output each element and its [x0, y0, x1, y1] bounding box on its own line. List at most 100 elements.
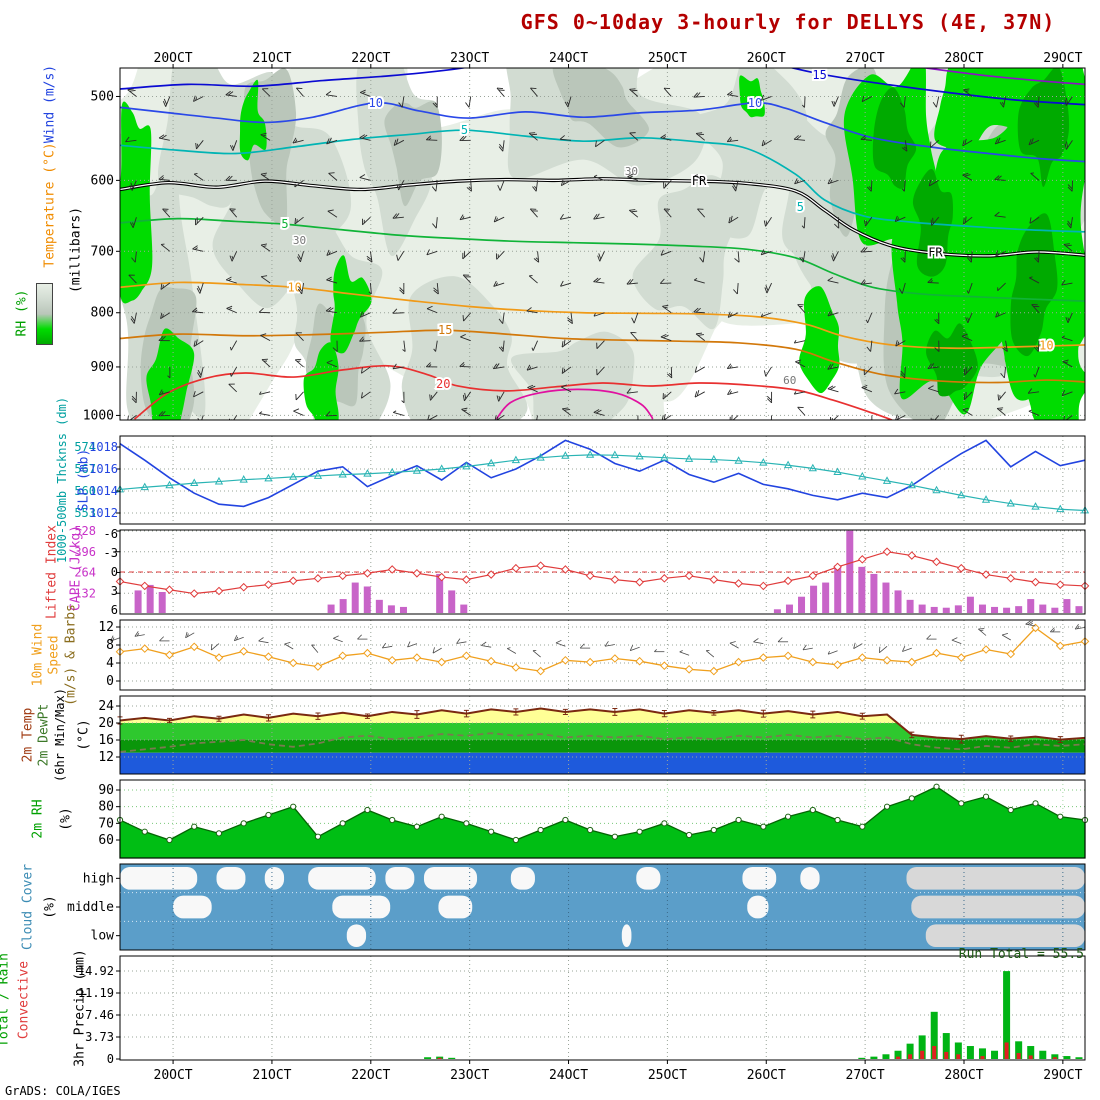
- svg-text:0: 0: [107, 1052, 114, 1066]
- svg-text:22OCT: 22OCT: [351, 1068, 390, 1083]
- svg-text:7.46: 7.46: [85, 1008, 114, 1022]
- upper-air-wind-barbs: [125, 87, 1073, 420]
- svg-text:27OCT: 27OCT: [846, 51, 885, 66]
- svg-text:10: 10: [1039, 338, 1053, 352]
- svg-text:800: 800: [91, 306, 114, 321]
- svg-text:70: 70: [98, 816, 114, 831]
- svg-text:3: 3: [111, 584, 118, 598]
- chart-title: GFS 0~10day 3-hourly for DELLYS (4E, 37N…: [520, 10, 1056, 34]
- label-wind10m-axis-1: 10m Wind: [30, 623, 46, 687]
- rh-colorbar: [36, 283, 53, 345]
- panel-10m-wind: 12 8 4 0: [98, 619, 1090, 691]
- panel-slp-thickness: 574 567 560 553 1018 1016 1014 1012: [74, 435, 1090, 525]
- svg-text:3.73: 3.73: [85, 1030, 114, 1044]
- svg-text:500: 500: [91, 89, 114, 104]
- svg-text:26OCT: 26OCT: [747, 1068, 786, 1083]
- svg-text:28OCT: 28OCT: [944, 51, 983, 66]
- svg-text:5: 5: [281, 217, 288, 231]
- svg-text:30: 30: [293, 234, 306, 247]
- label-temperature-axis: Temperature (°C): [42, 142, 58, 268]
- svg-text:132: 132: [74, 586, 96, 600]
- label-lifted-index-axis: Lifted Index: [44, 525, 60, 619]
- label-cape-axis: CAPE (J/kg): [68, 524, 84, 612]
- svg-text:26OCT: 26OCT: [747, 51, 786, 66]
- svg-text:22OCT: 22OCT: [351, 51, 390, 66]
- svg-text:16: 16: [98, 733, 114, 748]
- svg-text:560: 560: [74, 484, 96, 498]
- svg-text:900: 900: [91, 360, 114, 375]
- svg-text:15: 15: [812, 68, 826, 82]
- svg-text:10: 10: [287, 280, 301, 294]
- svg-text:10: 10: [368, 96, 382, 110]
- label-t2m-axis-1: 2m Temp: [20, 707, 36, 763]
- svg-text:1012: 1012: [89, 506, 118, 520]
- svg-text:11.19: 11.19: [78, 986, 114, 1000]
- panel-upper-air: 30 60 30 15 10 10 5 5 FR FR 5 10 10 15 20 500 600 700 800 9…: [83, 67, 1086, 423]
- label-rh2m-axis-1: 2m RH: [30, 799, 46, 839]
- svg-text:low: low: [91, 929, 115, 944]
- svg-text:0: 0: [106, 674, 114, 689]
- svg-text:1014: 1014: [89, 484, 118, 498]
- panel-2m-temp-dewpoint: 24 20 16 12: [98, 695, 1086, 775]
- svg-text:6: 6: [111, 603, 118, 617]
- svg-text:29OCT: 29OCT: [1043, 1068, 1082, 1083]
- svg-text:24OCT: 24OCT: [549, 51, 588, 66]
- svg-text:574: 574: [74, 440, 96, 454]
- svg-text:27OCT: 27OCT: [846, 1068, 885, 1083]
- label-wind10m-axis-2: Speed: [46, 635, 62, 675]
- svg-text:1016: 1016: [89, 462, 118, 476]
- label-t2m-axis-3: (6hr Min/Max): [53, 688, 67, 782]
- label-cloud-axis-1: Cloud Cover: [20, 863, 36, 951]
- svg-text:1000: 1000: [83, 408, 114, 423]
- svg-text:528: 528: [74, 524, 96, 538]
- svg-text:FR: FR: [928, 246, 943, 260]
- label-precip-axis-3: 3hr Precip (mm): [72, 949, 88, 1067]
- svg-text:20OCT: 20OCT: [154, 51, 193, 66]
- svg-text:8: 8: [106, 638, 114, 653]
- svg-text:90: 90: [98, 783, 114, 798]
- label-precip-axis-2: Convective: [16, 960, 32, 1040]
- svg-text:middle: middle: [67, 900, 114, 915]
- svg-text:21OCT: 21OCT: [252, 51, 291, 66]
- cloud-patches: [120, 867, 1085, 947]
- svg-text:20: 20: [436, 377, 450, 391]
- panel-cloud-cover: high middle low: [67, 863, 1086, 951]
- svg-text:12: 12: [98, 620, 114, 635]
- panel-cape-lifted-index: 528 396 264 132 -6 -3 0 3 6: [74, 524, 1090, 617]
- svg-text:14.92: 14.92: [78, 964, 114, 978]
- label-rh-axis: RH (%): [14, 289, 30, 337]
- svg-text:60: 60: [783, 374, 796, 387]
- time-axis: 20OCT 20OCT 21OCT 21OCT 22OCT 22OCT 23OCT 23OCT…: [154, 51, 1083, 1083]
- svg-text:-6: -6: [104, 527, 118, 541]
- svg-text:-3: -3: [104, 546, 118, 560]
- grads-credit: GrADS: COLA/IGES: [5, 1084, 121, 1098]
- label-rh2m-axis-2: (%): [58, 807, 74, 831]
- svg-text:29OCT: 29OCT: [1043, 51, 1082, 66]
- svg-text:396: 396: [74, 545, 96, 559]
- label-t2m-axis-2: 2m DewPt: [36, 703, 52, 767]
- svg-text:5: 5: [797, 200, 804, 214]
- svg-text:23OCT: 23OCT: [450, 51, 489, 66]
- svg-text:24OCT: 24OCT: [549, 1068, 588, 1083]
- panel-precip: 14.92 11.19 7.46 3.73 0: [78, 955, 1086, 1066]
- svg-text:high: high: [83, 871, 114, 886]
- svg-text:553: 553: [74, 506, 96, 520]
- svg-text:23OCT: 23OCT: [450, 1068, 489, 1083]
- svg-text:264: 264: [74, 566, 96, 580]
- svg-text:567: 567: [74, 462, 96, 476]
- svg-text:60: 60: [98, 833, 114, 848]
- svg-text:600: 600: [91, 173, 114, 188]
- svg-text:700: 700: [91, 244, 114, 259]
- svg-text:21OCT: 21OCT: [252, 1068, 291, 1083]
- svg-text:12: 12: [98, 750, 114, 765]
- label-t2m-axis-4: (°C): [76, 719, 92, 751]
- svg-text:20: 20: [98, 716, 114, 731]
- svg-text:1018: 1018: [89, 440, 118, 454]
- label-millibars-axis: (millibars): [68, 206, 84, 294]
- svg-text:24: 24: [98, 699, 114, 714]
- label-precip-axis-1: Total / Rain: [0, 953, 12, 1047]
- svg-text:25OCT: 25OCT: [648, 1068, 687, 1083]
